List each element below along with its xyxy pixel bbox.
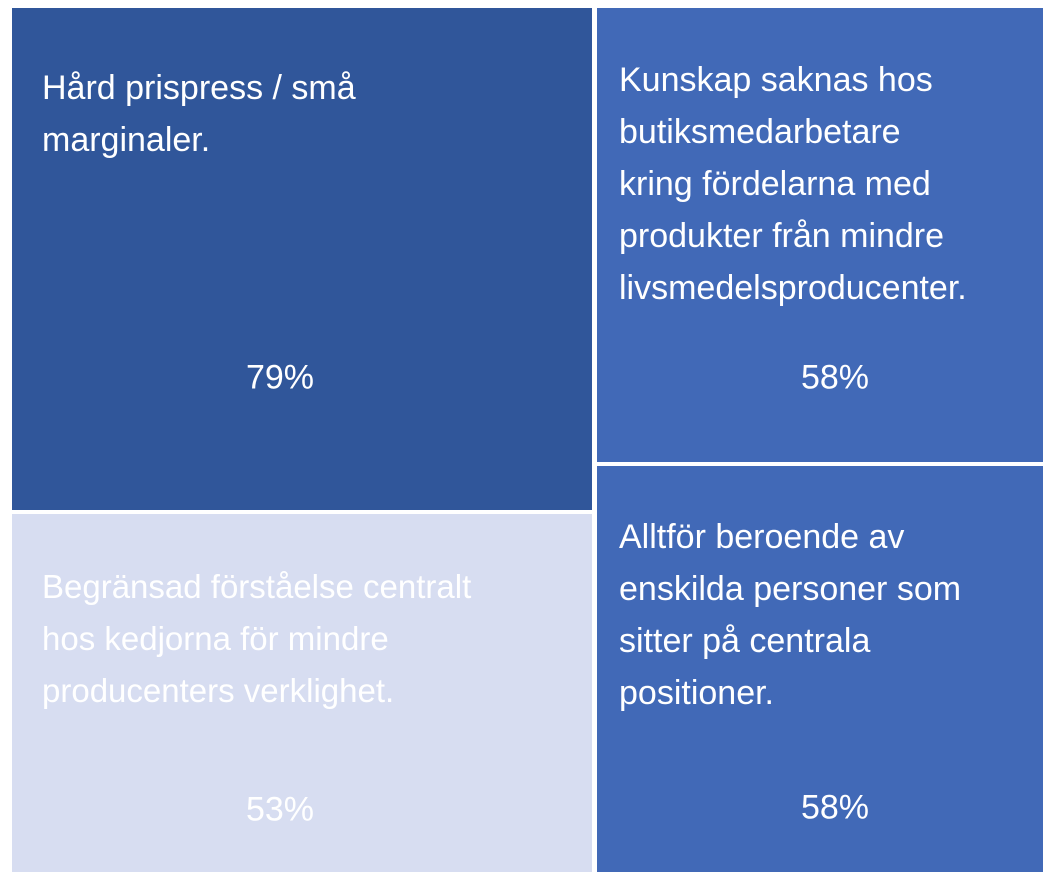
tile-value: 53% (245, 790, 315, 829)
text-line: kring fördelarna med (619, 165, 931, 203)
tile-value: 79% (245, 358, 315, 397)
tile-value: 58% (800, 788, 870, 827)
text-line: producenters verklighet. (42, 672, 395, 709)
tile-text: Alltför beroende av enskilda personer som… (619, 511, 961, 719)
text-line: hos kedjorna för mindre (42, 620, 389, 657)
text-line: Alltför beroende av (619, 518, 905, 556)
tile-text: Hård prispress / små marginaler. (42, 62, 356, 166)
tile: Kunskap saknas hos butiksmedarbetare kring… (597, 8, 1043, 462)
text-line: livsmedelsproducenter. (619, 269, 967, 307)
text-line: positioner. (619, 674, 774, 712)
text-line: sitter på centrala (619, 622, 871, 660)
tile: Alltför beroende av enskilda personer som… (597, 466, 1043, 872)
tile: Begränsad förståelse centralt hos kedjorn… (12, 514, 592, 872)
text-line: marginaler. (42, 121, 211, 159)
tile-text: Kunskap saknas hos butiksmedarbetare kring… (619, 54, 967, 314)
text-line: butiksmedarbetare (619, 113, 901, 151)
text-line: Begränsad förståelse centralt (42, 568, 472, 605)
text-line: Kunskap saknas hos (619, 61, 933, 99)
text-line: Hård prispress / små (42, 69, 356, 107)
text-line: enskilda personer som (619, 570, 962, 608)
tile-text: Begränsad förståelse centralt hos kedjorn… (42, 561, 471, 717)
tile: Hård prispress / små marginaler. 79% (12, 8, 592, 510)
text-line: produkter från mindre (619, 217, 945, 255)
tile-value: 58% (800, 358, 870, 397)
